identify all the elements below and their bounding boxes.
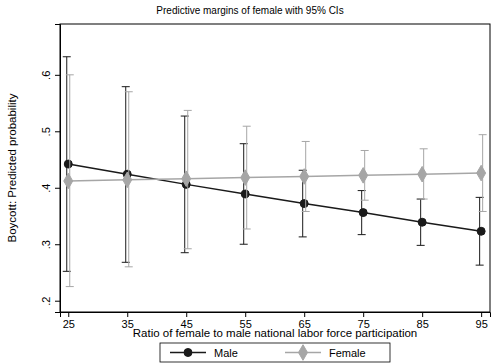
error-bar-cap	[122, 86, 130, 87]
error-bar-cap	[63, 56, 71, 57]
x-tick-mark	[304, 312, 305, 317]
y-tick-label: .6	[40, 71, 52, 80]
y-tick: .6	[40, 71, 60, 80]
point-marker	[64, 160, 72, 168]
x-tick: 85	[417, 312, 429, 330]
error-bar-cap	[184, 248, 192, 249]
error-bar-cap	[479, 134, 487, 135]
error-bar-cap	[479, 211, 487, 212]
legend-marker	[299, 345, 308, 361]
y-tick-label: .3	[40, 240, 52, 249]
error-bar-cap	[66, 286, 74, 287]
y-tick-mark	[55, 131, 60, 132]
y-tick-mark	[55, 188, 60, 189]
plot-area	[63, 57, 487, 287]
x-tick-mark	[127, 312, 128, 317]
error-bar-cap	[358, 234, 366, 235]
x-tick-mark	[422, 312, 423, 317]
error-bar-cap	[302, 211, 310, 212]
y-tick: .4	[40, 184, 60, 193]
error-bar-cap	[417, 245, 425, 246]
title: Predictive margins of female with 95% CI…	[156, 5, 343, 16]
error-bar-cap	[420, 199, 428, 200]
legend-box	[160, 343, 390, 362]
x-axis-line	[61, 313, 491, 318]
legend-label: Male	[214, 347, 238, 359]
x-tick-mark	[68, 312, 69, 317]
y-tick: .3	[40, 240, 60, 249]
error-bar-cap	[181, 252, 189, 253]
y-tick: .5	[40, 127, 60, 136]
point-marker	[241, 170, 250, 186]
x-tick-label: 95	[476, 318, 488, 330]
point-marker	[64, 173, 73, 189]
error-bar-cap	[125, 91, 133, 92]
error-bar-cap	[361, 150, 369, 151]
point-marker	[123, 172, 132, 188]
legend-item: Female	[285, 345, 366, 361]
point-marker	[182, 171, 191, 187]
error-bar-cap	[243, 228, 251, 229]
x-tick-label: 25	[63, 318, 75, 330]
error-bar-cap	[66, 74, 74, 75]
error-bar-cap	[420, 148, 428, 149]
y-tick-mark	[55, 301, 60, 302]
x-tick-mark	[186, 312, 187, 317]
point-marker	[300, 200, 308, 208]
chart: Predictive margins of female with 95% CI…	[0, 0, 500, 364]
x-tick-mark	[245, 312, 246, 317]
y-tick-label: .4	[40, 184, 52, 193]
y-tick-mark	[55, 244, 60, 245]
y-axis: .2 .3 .4 .5 .6	[40, 25, 61, 313]
series	[63, 57, 485, 272]
point-marker	[359, 209, 367, 217]
x-tick: 95	[476, 312, 488, 330]
error-bar-cap	[302, 141, 310, 142]
error-bar-cap	[361, 200, 369, 201]
x-tick-mark	[363, 312, 364, 317]
point-marker	[418, 218, 426, 226]
error-bar-cap	[243, 126, 251, 127]
y-axis-line	[55, 25, 61, 313]
point-marker	[477, 227, 485, 235]
series-line	[68, 164, 481, 231]
y-tick-label: .2	[40, 297, 52, 306]
legend-item: Male	[170, 347, 238, 359]
point-marker	[477, 165, 486, 181]
point-marker	[359, 168, 368, 184]
error-bar-cap	[299, 236, 307, 237]
legend: Male Female	[160, 343, 390, 362]
x-tick-label: 85	[417, 318, 429, 330]
error-bar-cap	[184, 110, 192, 111]
series	[64, 75, 487, 287]
error-bar-cap	[240, 244, 248, 245]
y-tick: .2	[40, 297, 60, 306]
point-marker	[300, 169, 309, 185]
y-tick-label: .5	[40, 127, 52, 136]
legend-label: Female	[329, 347, 366, 359]
point-marker	[241, 190, 249, 198]
x-tick: 25	[63, 312, 75, 330]
y-axis-title: Boycott: Predicted probability	[6, 93, 18, 242]
point-marker	[418, 166, 427, 182]
error-bar-cap	[125, 266, 133, 267]
x-axis-title: Ratio of female to male national labor f…	[133, 327, 417, 339]
x-tick-mark	[481, 312, 482, 317]
y-tick-mark	[55, 75, 60, 76]
legend-marker	[184, 349, 192, 357]
plot-frame	[60, 24, 490, 312]
error-bar-cap	[476, 265, 484, 266]
